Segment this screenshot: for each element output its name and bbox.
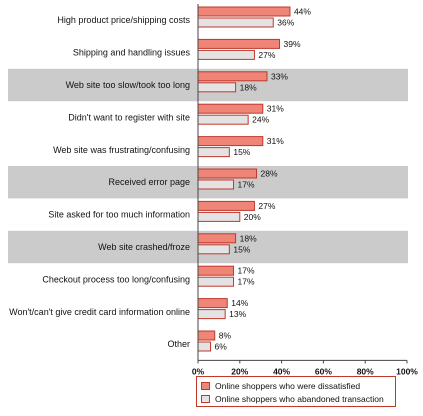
bar-dissatisfied bbox=[197, 71, 268, 82]
value-label-abandoned: 24% bbox=[252, 115, 269, 125]
bar-dissatisfied bbox=[197, 330, 216, 341]
bar-dissatisfied bbox=[197, 38, 281, 49]
category-label: Web site too slow/took too long bbox=[66, 80, 190, 90]
bar-dissatisfied bbox=[197, 298, 228, 309]
bar-dissatisfied bbox=[197, 103, 264, 114]
value-label-abandoned: 18% bbox=[240, 82, 257, 92]
bar-abandoned bbox=[197, 309, 226, 320]
bar-dissatisfied bbox=[197, 136, 264, 147]
x-tick-label: 0% bbox=[192, 366, 205, 376]
value-label-dissatisfied: 39% bbox=[284, 39, 301, 49]
legend-item-dissatisfied: Online shoppers who were dissatisfied bbox=[201, 379, 391, 392]
bar-abandoned bbox=[197, 244, 230, 255]
value-label-abandoned: 27% bbox=[258, 50, 275, 60]
bar-abandoned bbox=[197, 276, 235, 287]
value-label-dissatisfied: 27% bbox=[258, 201, 275, 211]
value-label-dissatisfied: 33% bbox=[271, 71, 288, 81]
bar-dissatisfied bbox=[197, 265, 235, 276]
value-label-dissatisfied: 8% bbox=[219, 331, 232, 341]
value-label-abandoned: 17% bbox=[238, 180, 255, 190]
category-label: Web site crashed/froze bbox=[98, 242, 190, 252]
bar-dissatisfied bbox=[197, 200, 255, 211]
bar-abandoned bbox=[197, 114, 249, 125]
x-tick-label: 60% bbox=[315, 366, 332, 376]
value-label-abandoned: 15% bbox=[233, 147, 250, 157]
bar-abandoned bbox=[197, 82, 237, 93]
bar-dissatisfied bbox=[197, 168, 258, 179]
bar-dissatisfied bbox=[197, 233, 237, 244]
category-label: High product price/shipping costs bbox=[57, 15, 190, 25]
value-label-abandoned: 20% bbox=[244, 212, 261, 222]
value-label-dissatisfied: 17% bbox=[238, 266, 255, 276]
x-tick-label: 100% bbox=[396, 366, 418, 376]
legend-item-abandoned: Online shoppers who abandoned transactio… bbox=[201, 392, 391, 405]
value-label-dissatisfied: 31% bbox=[267, 104, 284, 114]
legend-label-dissatisfied: Online shoppers who were dissatisfied bbox=[215, 380, 361, 391]
value-label-abandoned: 13% bbox=[229, 309, 246, 319]
legend-swatch-dissatisfied bbox=[201, 381, 210, 390]
bar-abandoned bbox=[197, 211, 241, 222]
x-tick-label: 40% bbox=[273, 366, 290, 376]
bar-abandoned bbox=[197, 17, 274, 28]
category-label: Site asked for too much information bbox=[48, 210, 190, 220]
category-label: Won't/can't give credit card information… bbox=[9, 307, 190, 317]
bar-dissatisfied bbox=[197, 6, 291, 17]
category-label: Checkout process too long/confusing bbox=[42, 274, 190, 284]
value-label-abandoned: 36% bbox=[277, 18, 294, 28]
bar-abandoned bbox=[197, 49, 255, 60]
value-label-abandoned: 6% bbox=[215, 342, 228, 352]
value-label-dissatisfied: 28% bbox=[261, 169, 278, 179]
category-label: Didn't want to register with site bbox=[68, 112, 190, 122]
x-tick-label: 20% bbox=[231, 366, 248, 376]
x-tick-label: 80% bbox=[357, 366, 374, 376]
legend: Online shoppers who were dissatisfied On… bbox=[196, 376, 396, 407]
bar-abandoned bbox=[197, 179, 235, 190]
value-label-dissatisfied: 14% bbox=[231, 298, 248, 308]
category-label: Other bbox=[167, 339, 190, 349]
value-label-dissatisfied: 44% bbox=[294, 7, 311, 17]
legend-label-abandoned: Online shoppers who abandoned transactio… bbox=[215, 393, 384, 404]
category-label: Received error page bbox=[108, 177, 190, 187]
value-label-dissatisfied: 31% bbox=[267, 136, 284, 146]
legend-swatch-abandoned bbox=[201, 394, 210, 403]
value-label-abandoned: 15% bbox=[233, 244, 250, 254]
value-label-abandoned: 17% bbox=[238, 277, 255, 287]
category-label: Web site was frustrating/confusing bbox=[53, 145, 190, 155]
bar-abandoned bbox=[197, 341, 212, 352]
category-label: Shipping and handling issues bbox=[73, 48, 191, 58]
bar-abandoned bbox=[197, 147, 230, 158]
value-label-dissatisfied: 18% bbox=[240, 233, 257, 243]
